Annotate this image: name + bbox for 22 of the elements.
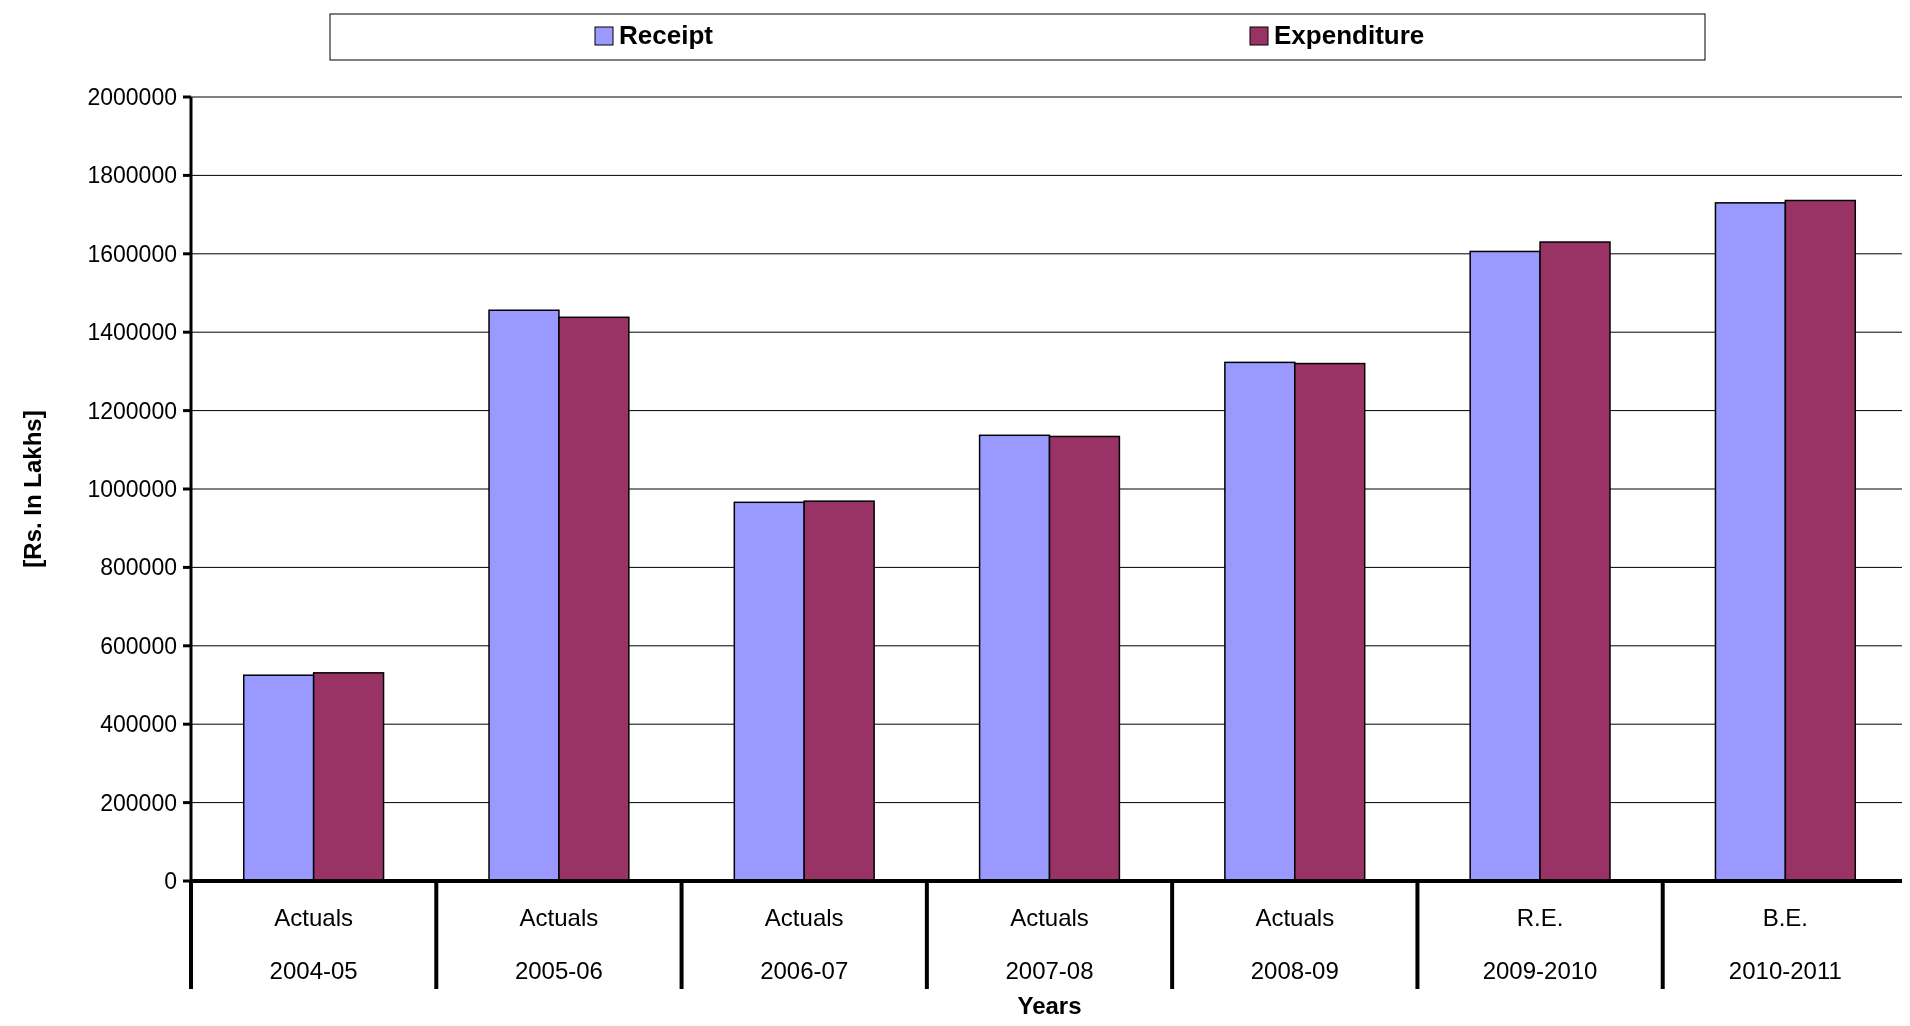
y-tick-label: 0 [164,868,177,895]
legend-label: Receipt [619,20,714,50]
x-tick-label: Actuals 2008-09 [1250,904,1339,984]
y-tick-label: 600000 [100,632,177,659]
x-axis-title: Years [1017,992,1082,1019]
y-tick-label: 2000000 [87,84,177,111]
x-tick-label: R.E. 2009-2010 [1482,904,1598,984]
y-tick-label: 1200000 [87,397,177,424]
y-tick-label: 1800000 [87,162,177,189]
y-tick-label: 1600000 [87,240,177,267]
x-tick-label: Actuals 2005-06 [514,904,603,984]
y-tick-label: 1400000 [87,319,177,346]
y-tick-label: 200000 [100,789,177,816]
x-tick-label: Actuals 2007-08 [1005,904,1094,984]
y-tick-label: 800000 [100,554,177,581]
x-tick-label: B.E. 2010-2011 [1728,904,1842,984]
y-axis-title: [Rs. In Lakhs] [19,410,46,568]
y-tick-label: 400000 [100,711,177,738]
y-tick-label: 1000000 [87,476,177,503]
legend-label: Expenditure [1274,20,1425,50]
x-tick-label: Actuals 2004-05 [269,904,358,984]
x-tick-label: Actuals 2006-07 [760,904,849,984]
